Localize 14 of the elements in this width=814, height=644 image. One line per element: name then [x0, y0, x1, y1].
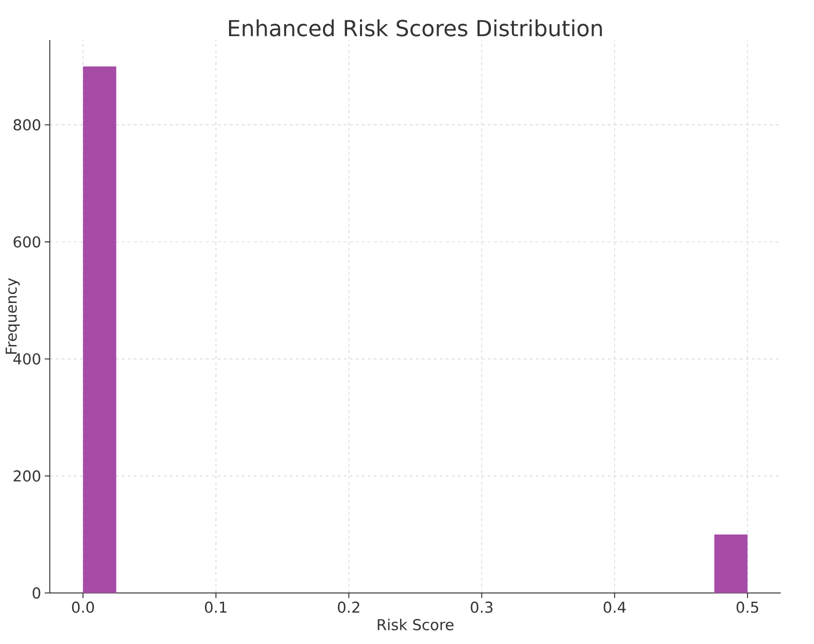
y-axis-title: Frequency — [6, 278, 20, 354]
y-tick-label: 0 — [32, 587, 40, 599]
x-tick-label: 0.5 — [736, 602, 758, 613]
y-tick-label: 800 — [14, 119, 40, 131]
x-tick-label: 0.2 — [338, 602, 360, 613]
y-tick-label: 600 — [14, 236, 40, 248]
x-tick-label: 0.0 — [72, 602, 94, 613]
x-tick-label: 0.4 — [604, 602, 626, 613]
y-tick-label: 400 — [13, 353, 40, 365]
x-tick-label: 0.1 — [204, 602, 226, 613]
chart-title: Enhanced Risk Scores Distribution — [229, 19, 602, 36]
x-axis-title: Risk Score — [378, 618, 454, 630]
y-tick-label: 200 — [14, 470, 40, 482]
x-tick-label: 0.3 — [470, 602, 492, 613]
